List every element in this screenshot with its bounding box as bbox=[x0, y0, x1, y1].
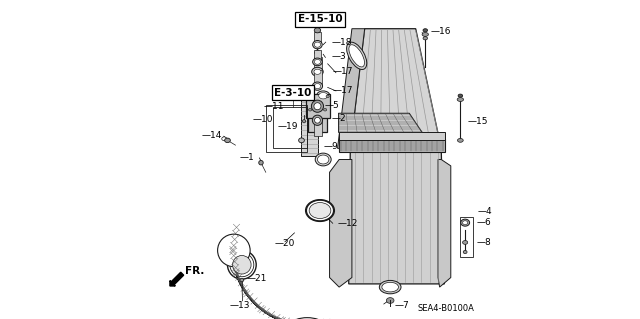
Ellipse shape bbox=[349, 45, 364, 67]
Polygon shape bbox=[350, 29, 441, 148]
Ellipse shape bbox=[326, 95, 329, 98]
Text: FR.: FR. bbox=[186, 266, 205, 276]
Polygon shape bbox=[339, 132, 445, 140]
Text: —3: —3 bbox=[331, 52, 346, 61]
Ellipse shape bbox=[314, 69, 321, 74]
Ellipse shape bbox=[312, 67, 323, 76]
Ellipse shape bbox=[314, 28, 321, 33]
Polygon shape bbox=[438, 160, 451, 287]
Ellipse shape bbox=[230, 253, 254, 277]
Ellipse shape bbox=[317, 155, 329, 164]
Ellipse shape bbox=[382, 282, 399, 292]
Bar bbox=[273, 107, 307, 148]
Ellipse shape bbox=[458, 94, 463, 97]
Ellipse shape bbox=[317, 91, 330, 100]
Ellipse shape bbox=[292, 318, 323, 319]
Ellipse shape bbox=[299, 138, 305, 143]
Text: —2: —2 bbox=[331, 114, 346, 122]
Bar bbox=[314, 50, 321, 61]
Ellipse shape bbox=[463, 250, 467, 254]
Ellipse shape bbox=[315, 50, 320, 55]
Ellipse shape bbox=[225, 138, 230, 143]
Bar bbox=[306, 94, 330, 118]
Ellipse shape bbox=[232, 256, 251, 274]
Bar bbox=[314, 32, 321, 44]
Ellipse shape bbox=[312, 100, 323, 112]
FancyArrow shape bbox=[170, 272, 184, 286]
Polygon shape bbox=[232, 235, 323, 319]
Bar bbox=[460, 217, 473, 257]
Ellipse shape bbox=[463, 241, 468, 244]
Ellipse shape bbox=[422, 33, 428, 36]
Text: —15: —15 bbox=[468, 117, 488, 126]
Ellipse shape bbox=[307, 95, 310, 98]
Ellipse shape bbox=[461, 219, 470, 226]
Text: —14: —14 bbox=[202, 131, 221, 140]
Ellipse shape bbox=[308, 108, 312, 111]
Ellipse shape bbox=[380, 280, 401, 294]
Ellipse shape bbox=[323, 108, 326, 111]
Polygon shape bbox=[349, 148, 444, 284]
Polygon shape bbox=[337, 29, 365, 148]
Bar bbox=[266, 105, 307, 152]
Bar bbox=[314, 70, 321, 85]
Text: —18: —18 bbox=[331, 38, 351, 47]
Ellipse shape bbox=[423, 37, 428, 40]
Ellipse shape bbox=[313, 58, 322, 66]
Ellipse shape bbox=[316, 24, 320, 28]
Ellipse shape bbox=[227, 250, 256, 279]
Text: —9: —9 bbox=[324, 142, 339, 151]
Text: —7: —7 bbox=[395, 301, 410, 310]
Ellipse shape bbox=[319, 93, 328, 99]
Text: —5: —5 bbox=[324, 101, 339, 110]
Ellipse shape bbox=[312, 115, 323, 125]
Ellipse shape bbox=[423, 29, 428, 32]
Ellipse shape bbox=[312, 82, 323, 90]
Text: E-3-10: E-3-10 bbox=[274, 87, 312, 98]
Ellipse shape bbox=[463, 221, 468, 225]
Polygon shape bbox=[339, 113, 422, 132]
Text: —13: —13 bbox=[230, 301, 250, 310]
Ellipse shape bbox=[240, 278, 244, 282]
Ellipse shape bbox=[313, 41, 322, 49]
Ellipse shape bbox=[218, 234, 250, 267]
Ellipse shape bbox=[314, 42, 321, 47]
Text: —10: —10 bbox=[252, 115, 273, 124]
Text: E-15-10: E-15-10 bbox=[298, 14, 342, 24]
Bar bbox=[301, 99, 319, 156]
Ellipse shape bbox=[314, 103, 321, 110]
Text: —11: —11 bbox=[264, 102, 284, 111]
Text: —20: —20 bbox=[275, 239, 295, 248]
Ellipse shape bbox=[387, 298, 394, 303]
Bar bbox=[314, 118, 321, 136]
Text: —17: —17 bbox=[333, 67, 353, 76]
Text: —6: —6 bbox=[476, 218, 491, 227]
Ellipse shape bbox=[303, 120, 306, 123]
Ellipse shape bbox=[314, 60, 321, 64]
Text: —17: —17 bbox=[333, 86, 353, 95]
Ellipse shape bbox=[309, 203, 331, 219]
Ellipse shape bbox=[315, 117, 320, 123]
Ellipse shape bbox=[316, 42, 320, 46]
Text: SEA4-B0100A: SEA4-B0100A bbox=[418, 304, 475, 313]
Bar bbox=[308, 108, 327, 132]
Text: —16: —16 bbox=[431, 27, 451, 36]
Text: —4: —4 bbox=[478, 207, 493, 216]
Bar bbox=[314, 57, 321, 70]
Ellipse shape bbox=[314, 84, 321, 89]
Ellipse shape bbox=[458, 138, 463, 142]
Text: —12: —12 bbox=[338, 219, 358, 228]
Ellipse shape bbox=[457, 98, 463, 101]
Text: —8: —8 bbox=[476, 238, 491, 247]
Text: —19: —19 bbox=[278, 122, 298, 130]
Polygon shape bbox=[330, 160, 352, 287]
Ellipse shape bbox=[316, 153, 331, 166]
Text: —21: —21 bbox=[246, 274, 267, 283]
Ellipse shape bbox=[307, 200, 333, 221]
Polygon shape bbox=[339, 139, 445, 152]
Ellipse shape bbox=[347, 42, 367, 70]
Ellipse shape bbox=[259, 160, 263, 165]
Text: —1: —1 bbox=[240, 153, 255, 162]
